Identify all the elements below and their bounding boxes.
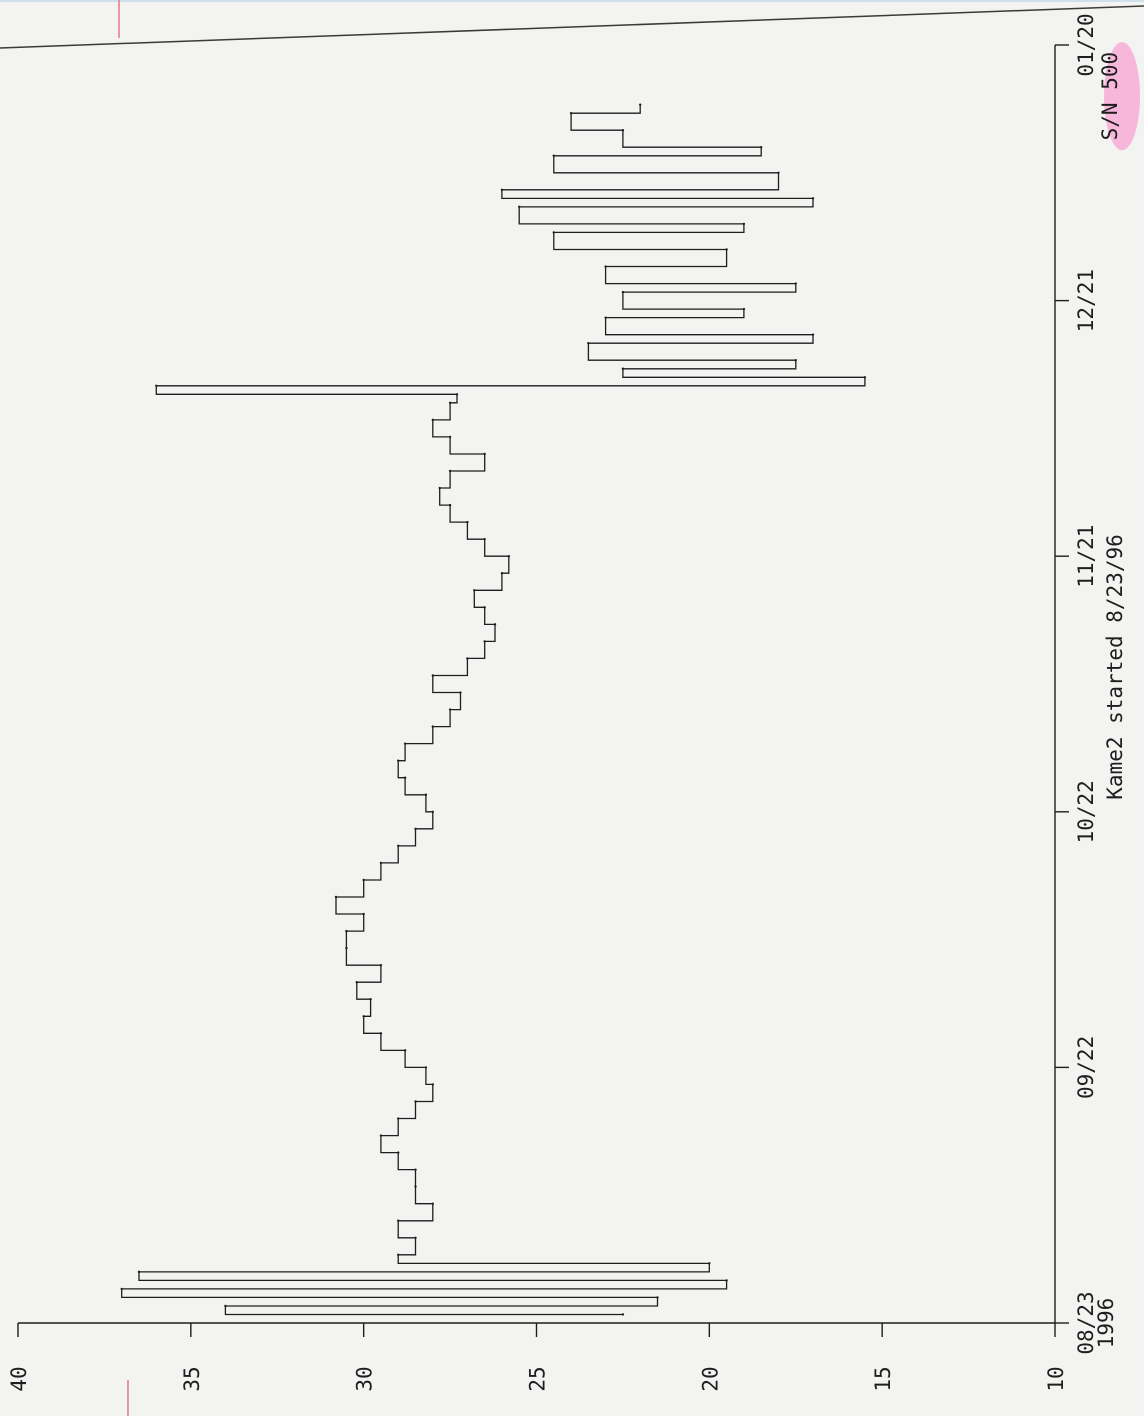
date-tick-label: 11/21 <box>1074 525 1098 588</box>
value-tick-label: 15 <box>871 1366 895 1391</box>
kame2-start-note: Kame2 started 8/23/96 <box>1103 534 1127 800</box>
value-tick-label: 30 <box>353 1366 377 1391</box>
date-tick-label: 01/20 <box>1074 13 1098 76</box>
series-line-0 <box>121 104 866 1316</box>
highlighter-mark <box>1104 42 1140 151</box>
value-tick-label: 35 <box>180 1366 204 1391</box>
date-tick-label: 09/22 <box>1074 1036 1098 1099</box>
year-label: 1996 <box>1094 1298 1118 1349</box>
serial-number-label: S/N 500 <box>1098 52 1122 141</box>
value-tick-label: 20 <box>698 1366 722 1391</box>
date-tick-label: 10/22 <box>1074 780 1098 843</box>
value-tick-label: 10 <box>1044 1366 1068 1391</box>
value-tick-label: 25 <box>526 1366 550 1391</box>
value-tick-label: 40 <box>7 1366 31 1391</box>
date-tick-label: 08/23 <box>1074 1291 1098 1354</box>
date-tick-label: 12/21 <box>1074 269 1098 332</box>
